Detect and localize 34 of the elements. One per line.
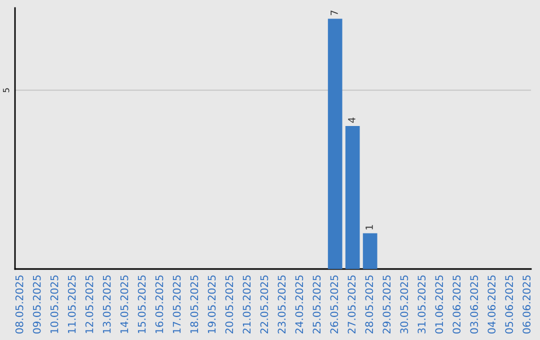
x-tick-label: 03.06.2025: [470, 275, 478, 334]
x-tick-label: 20.05.2025: [225, 275, 234, 334]
data-label: 1: [366, 225, 373, 230]
x-tick-label: 26.05.2025: [330, 275, 338, 334]
x-tick-label: 10.05.2025: [50, 275, 58, 334]
x-tick-label: 28.05.2025: [365, 275, 374, 334]
x-tick-label: 27.05.2025: [348, 275, 356, 334]
x-tick-label: 12.05.2025: [85, 275, 94, 334]
x-tick-label: 21.05.2025: [242, 275, 251, 334]
x-tick-label: 16.05.2025: [155, 275, 164, 334]
x-tick-label: 02.06.2025: [452, 275, 461, 334]
data-label: 4: [348, 118, 356, 123]
x-tick-label: 30.05.2025: [400, 275, 408, 334]
x-tick-label: 15.05.2025: [138, 275, 146, 334]
x-tick-label: 19.05.2025: [208, 275, 216, 334]
y-tick-label: 5: [3, 88, 10, 92]
x-tick-label: 29.05.2025: [382, 275, 391, 334]
x-tick-label: 05.06.2025: [505, 275, 514, 334]
x-tick-label: 18.05.2025: [190, 275, 198, 334]
x-tick-label: 31.05.2025: [418, 275, 426, 334]
x-tick-label: 04.06.2025: [488, 275, 496, 334]
x-tick-label: 09.05.2025: [32, 275, 41, 334]
x-tick-label: 08.05.2025: [15, 275, 24, 334]
x-tick-label: 24.05.2025: [295, 275, 304, 334]
x-tick-label: 13.05.2025: [102, 275, 111, 334]
x-tick-label: 23.05.2025: [278, 275, 286, 334]
x-tick-label: 22.05.2025: [260, 275, 268, 334]
x-tick-label: 17.05.2025: [172, 275, 181, 334]
x-tick-label: 25.05.2025: [312, 275, 321, 334]
x-tick-label: 06.06.2025: [522, 275, 531, 334]
x-tick-label: 01.06.2025: [435, 275, 444, 334]
data-label: 7: [330, 10, 338, 16]
x-tick-label: 14.05.2025: [120, 275, 128, 334]
x-tick-label: 11.05.2025: [68, 275, 76, 334]
